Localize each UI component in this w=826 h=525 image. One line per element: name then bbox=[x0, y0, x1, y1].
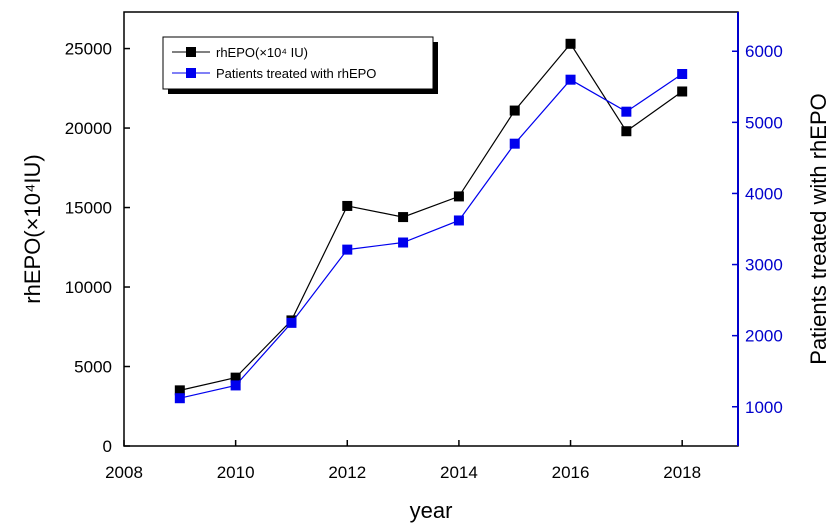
left-y-tick-label: 5000 bbox=[74, 358, 112, 377]
legend-label-rhepo: rhEPO(×10⁴ IU) bbox=[216, 45, 308, 60]
left-y-tick-label: 0 bbox=[103, 437, 112, 456]
left-y-tick-label: 15000 bbox=[65, 199, 112, 218]
x-tick-label: 2016 bbox=[552, 463, 590, 482]
left-y-axis-title: rhEPO(×10⁴IU) bbox=[20, 154, 45, 303]
series-0-point bbox=[453, 191, 464, 202]
series-0-point bbox=[565, 38, 576, 49]
axis-ticks: 2008 2010 2012 2014 2016 2018 0 5000 10000 15000 2… bbox=[65, 40, 783, 482]
legend-box bbox=[162, 36, 434, 90]
series-0-point bbox=[174, 385, 185, 396]
series-1-point bbox=[677, 69, 688, 79]
right-y-tick-label: 3000 bbox=[745, 256, 783, 275]
x-tick-label: 2014 bbox=[440, 463, 478, 482]
x-tick-label: 2008 bbox=[105, 463, 143, 482]
x-axis-title: year bbox=[410, 498, 453, 523]
series-0-point bbox=[677, 86, 688, 97]
series-1-point bbox=[621, 106, 632, 117]
left-y-tick-label: 10000 bbox=[65, 278, 112, 297]
x-tick-label: 2012 bbox=[328, 463, 366, 482]
series-0-point bbox=[342, 200, 353, 211]
series-0-point bbox=[621, 126, 632, 137]
legend-marker-patients bbox=[186, 68, 196, 78]
right-y-tick-label: 5000 bbox=[745, 113, 783, 132]
series-1-point bbox=[230, 380, 241, 391]
right-y-tick-label: 2000 bbox=[745, 327, 783, 346]
legend: rhEPO(×10⁴ IU) Patients treated with rhE… bbox=[162, 36, 438, 94]
right-y-tick-label: 1000 bbox=[745, 398, 783, 417]
series-1-point bbox=[453, 215, 464, 226]
series-line-1 bbox=[179, 73, 683, 399]
series-0-point bbox=[398, 212, 409, 223]
x-tick-label: 2010 bbox=[217, 463, 255, 482]
series-1-point bbox=[286, 317, 297, 328]
series-line-0 bbox=[179, 42, 683, 391]
left-y-tick-label: 25000 bbox=[65, 40, 112, 59]
series-1-point bbox=[509, 138, 520, 149]
right-y-axis-title: Patients treated with rhEPO bbox=[806, 93, 826, 364]
plot-marks bbox=[174, 38, 688, 404]
right-y-tick-label: 6000 bbox=[745, 42, 783, 61]
series-1-point bbox=[398, 237, 409, 248]
series-1-point bbox=[565, 74, 576, 85]
legend-label-patients: Patients treated with rhEPO bbox=[216, 66, 376, 81]
series-0-point bbox=[230, 372, 241, 383]
series-1-point bbox=[174, 393, 185, 404]
series-0-point bbox=[509, 105, 520, 116]
series-1-point bbox=[342, 244, 353, 255]
right-y-tick-label: 4000 bbox=[745, 184, 783, 203]
left-y-tick-label: 20000 bbox=[65, 119, 112, 138]
x-tick-label: 2018 bbox=[663, 463, 701, 482]
legend-marker-rhepo bbox=[186, 47, 196, 57]
